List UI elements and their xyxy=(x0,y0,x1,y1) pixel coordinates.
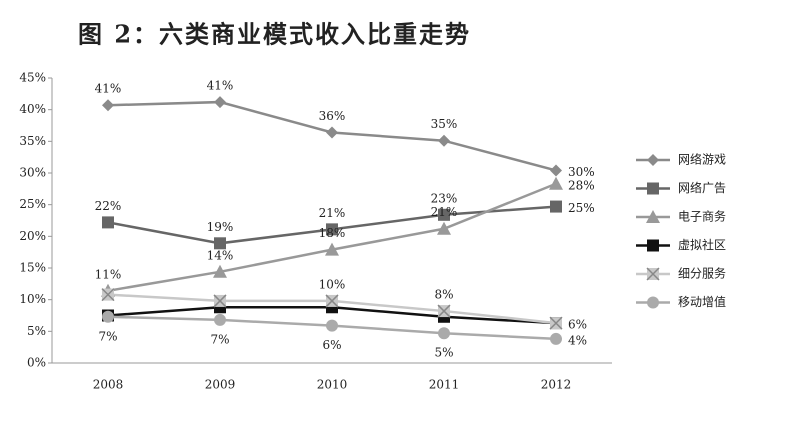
data-label: 23% xyxy=(431,191,458,205)
marker-box xyxy=(647,239,659,252)
x-tick-label: 2008 xyxy=(93,378,124,392)
data-label: 21% xyxy=(431,205,458,219)
data-point xyxy=(438,208,450,221)
data-point xyxy=(102,99,114,112)
data-point xyxy=(214,313,226,326)
data-point xyxy=(549,316,563,330)
marker-cross xyxy=(437,304,451,318)
data-point xyxy=(437,304,451,318)
data-label: 5% xyxy=(434,346,453,360)
data-point xyxy=(550,332,562,345)
data-label: 11% xyxy=(95,267,122,281)
marker-cross xyxy=(549,316,563,330)
data-label: 25% xyxy=(568,201,595,215)
data-label: 14% xyxy=(207,248,234,262)
y-tick-label: 35% xyxy=(19,134,46,148)
data-point xyxy=(325,294,339,308)
legend-marker xyxy=(647,154,659,166)
marker-box xyxy=(647,182,659,195)
data-label: 41% xyxy=(207,79,234,93)
legend-marker xyxy=(647,182,659,195)
data-label: 19% xyxy=(207,220,234,234)
data-label: 7% xyxy=(210,332,229,346)
marker-box xyxy=(550,200,562,213)
data-point xyxy=(326,319,338,332)
data-point xyxy=(438,327,450,340)
data-point xyxy=(550,164,562,177)
y-tick-label: 20% xyxy=(19,229,46,243)
x-tick-label: 2012 xyxy=(541,378,572,392)
data-point xyxy=(102,216,114,229)
chart-title: 图 2：六类商业模式收入比重走势 xyxy=(78,20,471,49)
data-label: 6% xyxy=(322,338,341,352)
data-label: 18% xyxy=(319,226,346,240)
marker-box xyxy=(326,223,338,236)
data-point xyxy=(437,221,451,235)
y-tick-label: 25% xyxy=(19,197,46,211)
data-point xyxy=(213,294,227,308)
y-tick-label: 0% xyxy=(27,356,46,370)
y-tick-label: 40% xyxy=(19,102,46,116)
data-label: 21% xyxy=(319,206,346,220)
data-label: 41% xyxy=(95,82,122,96)
x-tick-label: 2009 xyxy=(205,378,236,392)
data-label: 35% xyxy=(431,117,458,131)
data-point xyxy=(325,242,339,256)
marker-cross xyxy=(213,294,227,308)
data-label: 6% xyxy=(568,318,587,332)
data-point xyxy=(326,223,338,236)
marker-cross xyxy=(101,288,115,302)
legend-marker xyxy=(646,267,660,281)
marker-cross xyxy=(325,294,339,308)
data-point xyxy=(550,200,562,213)
y-tick-label: 10% xyxy=(19,292,46,306)
legend-label: 虚拟社区 xyxy=(678,237,726,252)
data-label: 10% xyxy=(319,277,346,291)
data-point xyxy=(326,126,338,139)
data-label: 28% xyxy=(568,178,595,192)
x-tick-label: 2011 xyxy=(429,378,460,392)
data-point xyxy=(214,96,226,109)
marker-box xyxy=(102,216,114,229)
marker-box xyxy=(214,237,226,250)
data-label: 7% xyxy=(98,329,117,343)
data-point xyxy=(101,288,115,302)
marker-box xyxy=(438,208,450,221)
y-tick-label: 45% xyxy=(19,71,46,85)
marker-cross xyxy=(646,267,660,281)
legend-label: 移动增值 xyxy=(678,294,726,309)
legend-label: 网络游戏 xyxy=(678,152,726,167)
legend-marker xyxy=(647,239,659,252)
data-label: 30% xyxy=(568,165,595,179)
legend-label: 电子商务 xyxy=(678,209,726,224)
data-point xyxy=(549,176,563,190)
x-tick-label: 2010 xyxy=(317,378,348,392)
y-tick-label: 30% xyxy=(19,166,46,180)
data-label: 4% xyxy=(568,333,587,347)
legend-label: 网络广告 xyxy=(678,180,726,195)
data-point xyxy=(213,264,227,278)
data-label: 22% xyxy=(95,199,122,213)
y-tick-label: 15% xyxy=(19,261,46,275)
data-point xyxy=(102,310,114,323)
data-label: 36% xyxy=(319,109,346,123)
legend-marker xyxy=(647,296,659,309)
legend-marker xyxy=(646,210,660,223)
data-label: 8% xyxy=(434,288,453,302)
data-point xyxy=(214,237,226,250)
data-point xyxy=(438,134,450,147)
legend-label: 细分服务 xyxy=(678,266,726,281)
y-tick-label: 5% xyxy=(27,324,46,338)
